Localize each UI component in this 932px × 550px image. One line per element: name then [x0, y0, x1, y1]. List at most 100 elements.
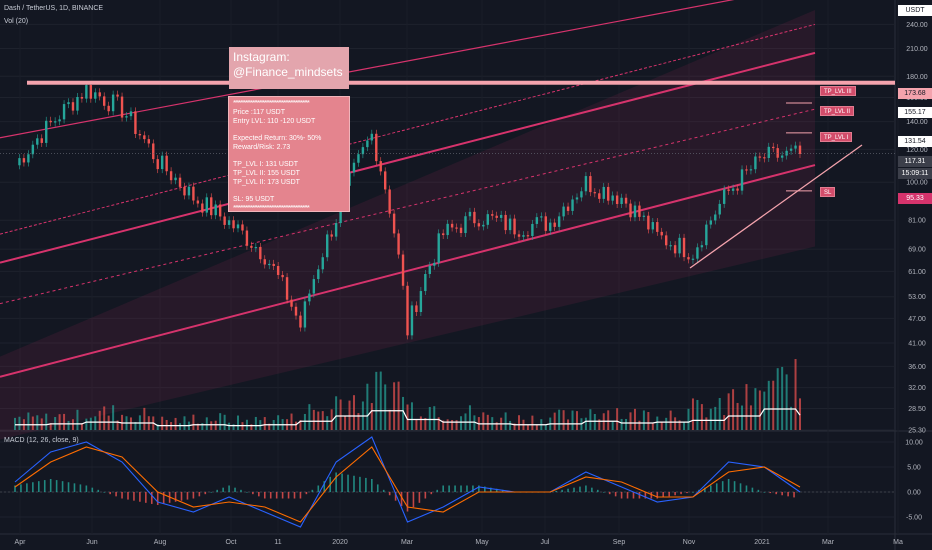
trade-plan-note[interactable]: ****************************************…: [228, 96, 350, 212]
volume-bar: [339, 399, 342, 430]
macd-histogram-bar: [745, 485, 748, 492]
macd-histogram-bar: [709, 485, 712, 492]
macd-histogram-bar: [591, 487, 593, 492]
macd-histogram-bar: [353, 475, 355, 492]
macd-histogram-bar: [585, 485, 587, 492]
volume-bar: [584, 417, 587, 430]
candle-body: [629, 203, 632, 218]
macd-histogram-bar: [204, 492, 207, 495]
macd-histogram-bar: [37, 481, 40, 492]
candle-body: [437, 233, 440, 263]
candle-body: [785, 150, 788, 156]
volume-bar: [143, 407, 146, 430]
candle-body: [357, 154, 360, 163]
level-label-tp2[interactable]: TP_LVL II: [820, 106, 855, 116]
macd-histogram-bar: [109, 492, 111, 495]
candle-body: [334, 223, 338, 237]
macd-histogram-bar: [769, 492, 772, 494]
note-sl: SL: 95 USDT: [233, 196, 275, 203]
level-label-tp3[interactable]: TP_LVL III: [820, 86, 856, 96]
macd-histogram-bar: [466, 485, 468, 492]
macd-histogram-bar: [192, 492, 195, 499]
volume-bar: [723, 415, 726, 430]
price-tag-tp1: 131.54: [898, 136, 932, 147]
candle-body: [789, 148, 793, 151]
macd-histogram-bar: [436, 489, 439, 492]
volume-bar: [419, 416, 422, 430]
candle-body: [281, 274, 284, 278]
macd-histogram-bar: [79, 484, 82, 492]
volume-bar: [558, 409, 561, 430]
volume-bar: [705, 417, 708, 430]
candle-body: [317, 269, 320, 280]
volume-bar: [348, 400, 351, 430]
macd-histogram-bar: [317, 485, 320, 492]
level-label-tp1[interactable]: TP_LVL I: [820, 132, 853, 142]
volume-bar: [232, 424, 235, 430]
time-tick-label: Jul: [541, 539, 550, 546]
volume-bar: [303, 413, 306, 430]
price-tick-label: 25.30: [908, 428, 926, 435]
time-tick-label: Nov: [683, 539, 696, 546]
volume-bar: [509, 420, 512, 430]
macd-histogram-bar: [674, 492, 676, 496]
target-levels: [0, 80, 895, 269]
macd-histogram-bar: [692, 492, 694, 493]
candle-body: [544, 216, 547, 231]
volume-bar: [201, 423, 204, 430]
volume-bar: [678, 420, 681, 430]
candle-body: [183, 186, 186, 196]
volume-bar: [700, 404, 703, 430]
volume-bar: [437, 417, 440, 430]
volume-bar: [384, 384, 387, 430]
volume-bar: [397, 381, 400, 430]
candle-body: [566, 206, 570, 211]
volume-bar: [103, 406, 106, 430]
candle-body: [326, 234, 329, 258]
volume-bar: [49, 423, 52, 430]
candle-body: [31, 144, 35, 155]
macd-histogram-bar: [198, 492, 201, 497]
candle-body: [268, 263, 271, 266]
candle-body: [428, 265, 432, 274]
macd-histogram-bar: [555, 490, 557, 492]
candle-body: [259, 246, 262, 260]
macd-histogram-bar: [14, 485, 16, 492]
candle-body: [678, 237, 681, 254]
macd-histogram-bar: [448, 485, 450, 492]
volume-bar: [250, 424, 253, 430]
volume-bar: [18, 416, 21, 430]
volume-bar: [433, 406, 436, 430]
candle-body: [236, 224, 240, 229]
time-tick-label: 2020: [332, 539, 348, 546]
candle-body: [285, 277, 289, 300]
candle-body: [45, 120, 48, 143]
macd-histogram-bar: [715, 483, 718, 492]
volume-bar: [290, 413, 293, 430]
candle-body: [410, 305, 414, 336]
candle-body: [366, 140, 369, 148]
candle-body: [76, 96, 79, 111]
time-tick-label: Mar: [401, 539, 414, 546]
candle-body: [526, 235, 530, 237]
candle-body: [455, 227, 458, 229]
note-tp2: TP_LVL II: 155 USDT: [233, 170, 300, 177]
candle-body: [540, 216, 543, 218]
level-label-sl[interactable]: SL: [820, 187, 836, 197]
candle-body: [125, 116, 128, 118]
volume-bar: [758, 390, 761, 430]
macd-histogram-bar: [406, 492, 409, 512]
candle-body: [473, 211, 476, 224]
time-tick-label: May: [475, 539, 489, 546]
candle-body: [513, 218, 516, 235]
volume-bar: [638, 420, 641, 430]
price-tick-label: 120.00: [906, 147, 928, 154]
candle-body: [722, 189, 726, 204]
candle-body: [397, 233, 400, 255]
volume-bar: [598, 419, 601, 430]
volume-bar: [352, 395, 355, 430]
volume-bar: [714, 406, 717, 430]
instagram-watermark: Instagram: @Finance_mindsets: [229, 47, 349, 89]
